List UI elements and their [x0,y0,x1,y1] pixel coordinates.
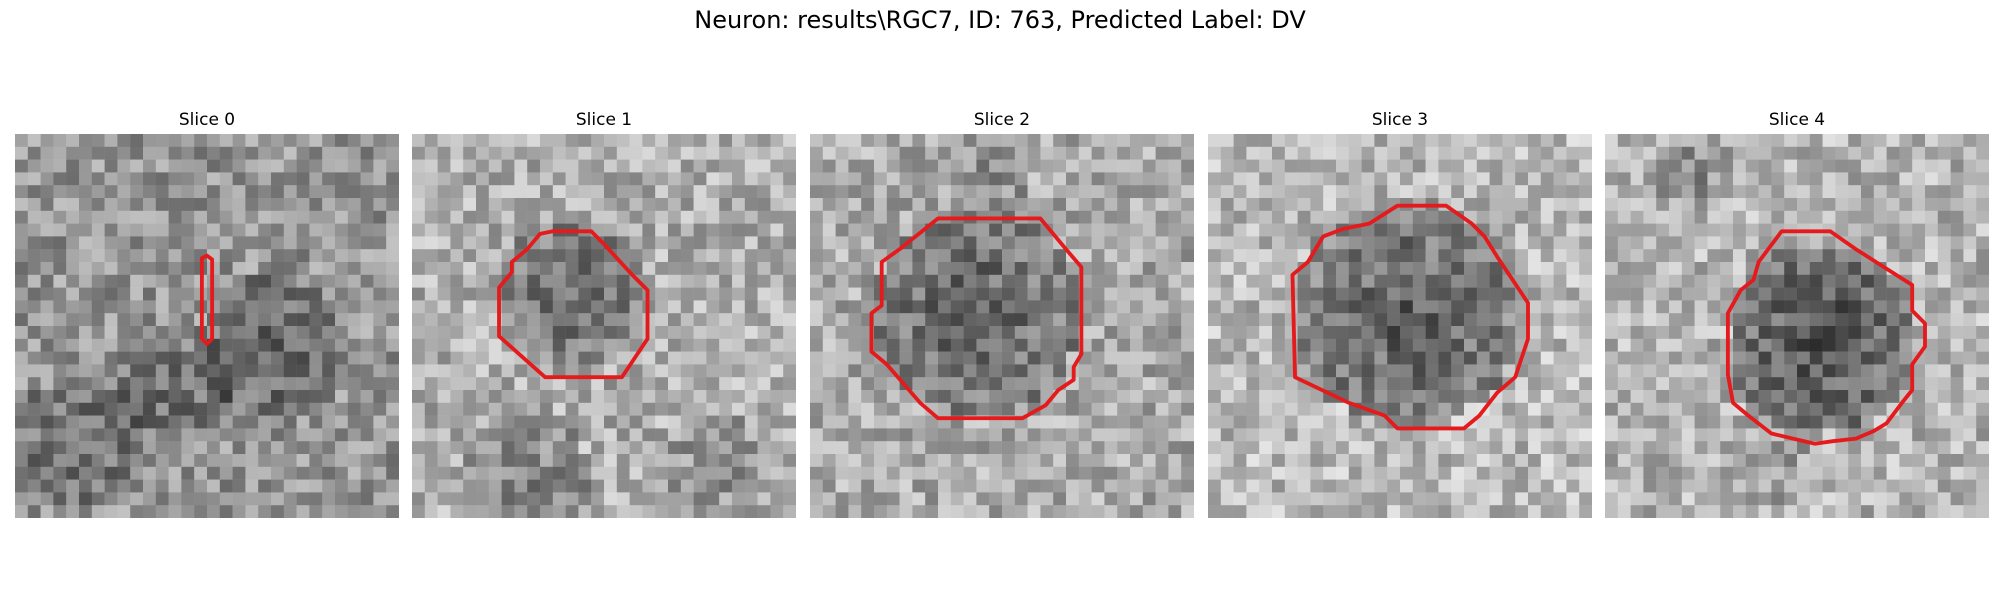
grayscale-pixels [1605,134,1989,518]
slice-image [810,134,1194,518]
slice-image [412,134,796,518]
grayscale-pixels [15,134,399,518]
roi-outline [1725,229,1927,446]
roi-outline [1290,203,1530,431]
slice-title: Slice 0 [178,110,236,130]
slice-image [1605,134,1989,518]
grayscale-pixels [412,134,796,518]
figure-title: Neuron: results\RGC7, ID: 763, Predicted… [694,6,1306,34]
slice-title: Slice 1 [575,110,633,130]
roi-outline [199,253,215,346]
slice-image [1208,134,1592,518]
slice-title: Slice 4 [1768,110,1826,130]
grayscale-pixels [1208,134,1592,518]
roi-outline [869,216,1084,421]
slice-image [15,134,399,518]
roi-outline [497,229,650,380]
slice-title: Slice 3 [1371,110,1429,130]
slice-title: Slice 2 [973,110,1031,130]
grayscale-pixels [810,134,1194,518]
